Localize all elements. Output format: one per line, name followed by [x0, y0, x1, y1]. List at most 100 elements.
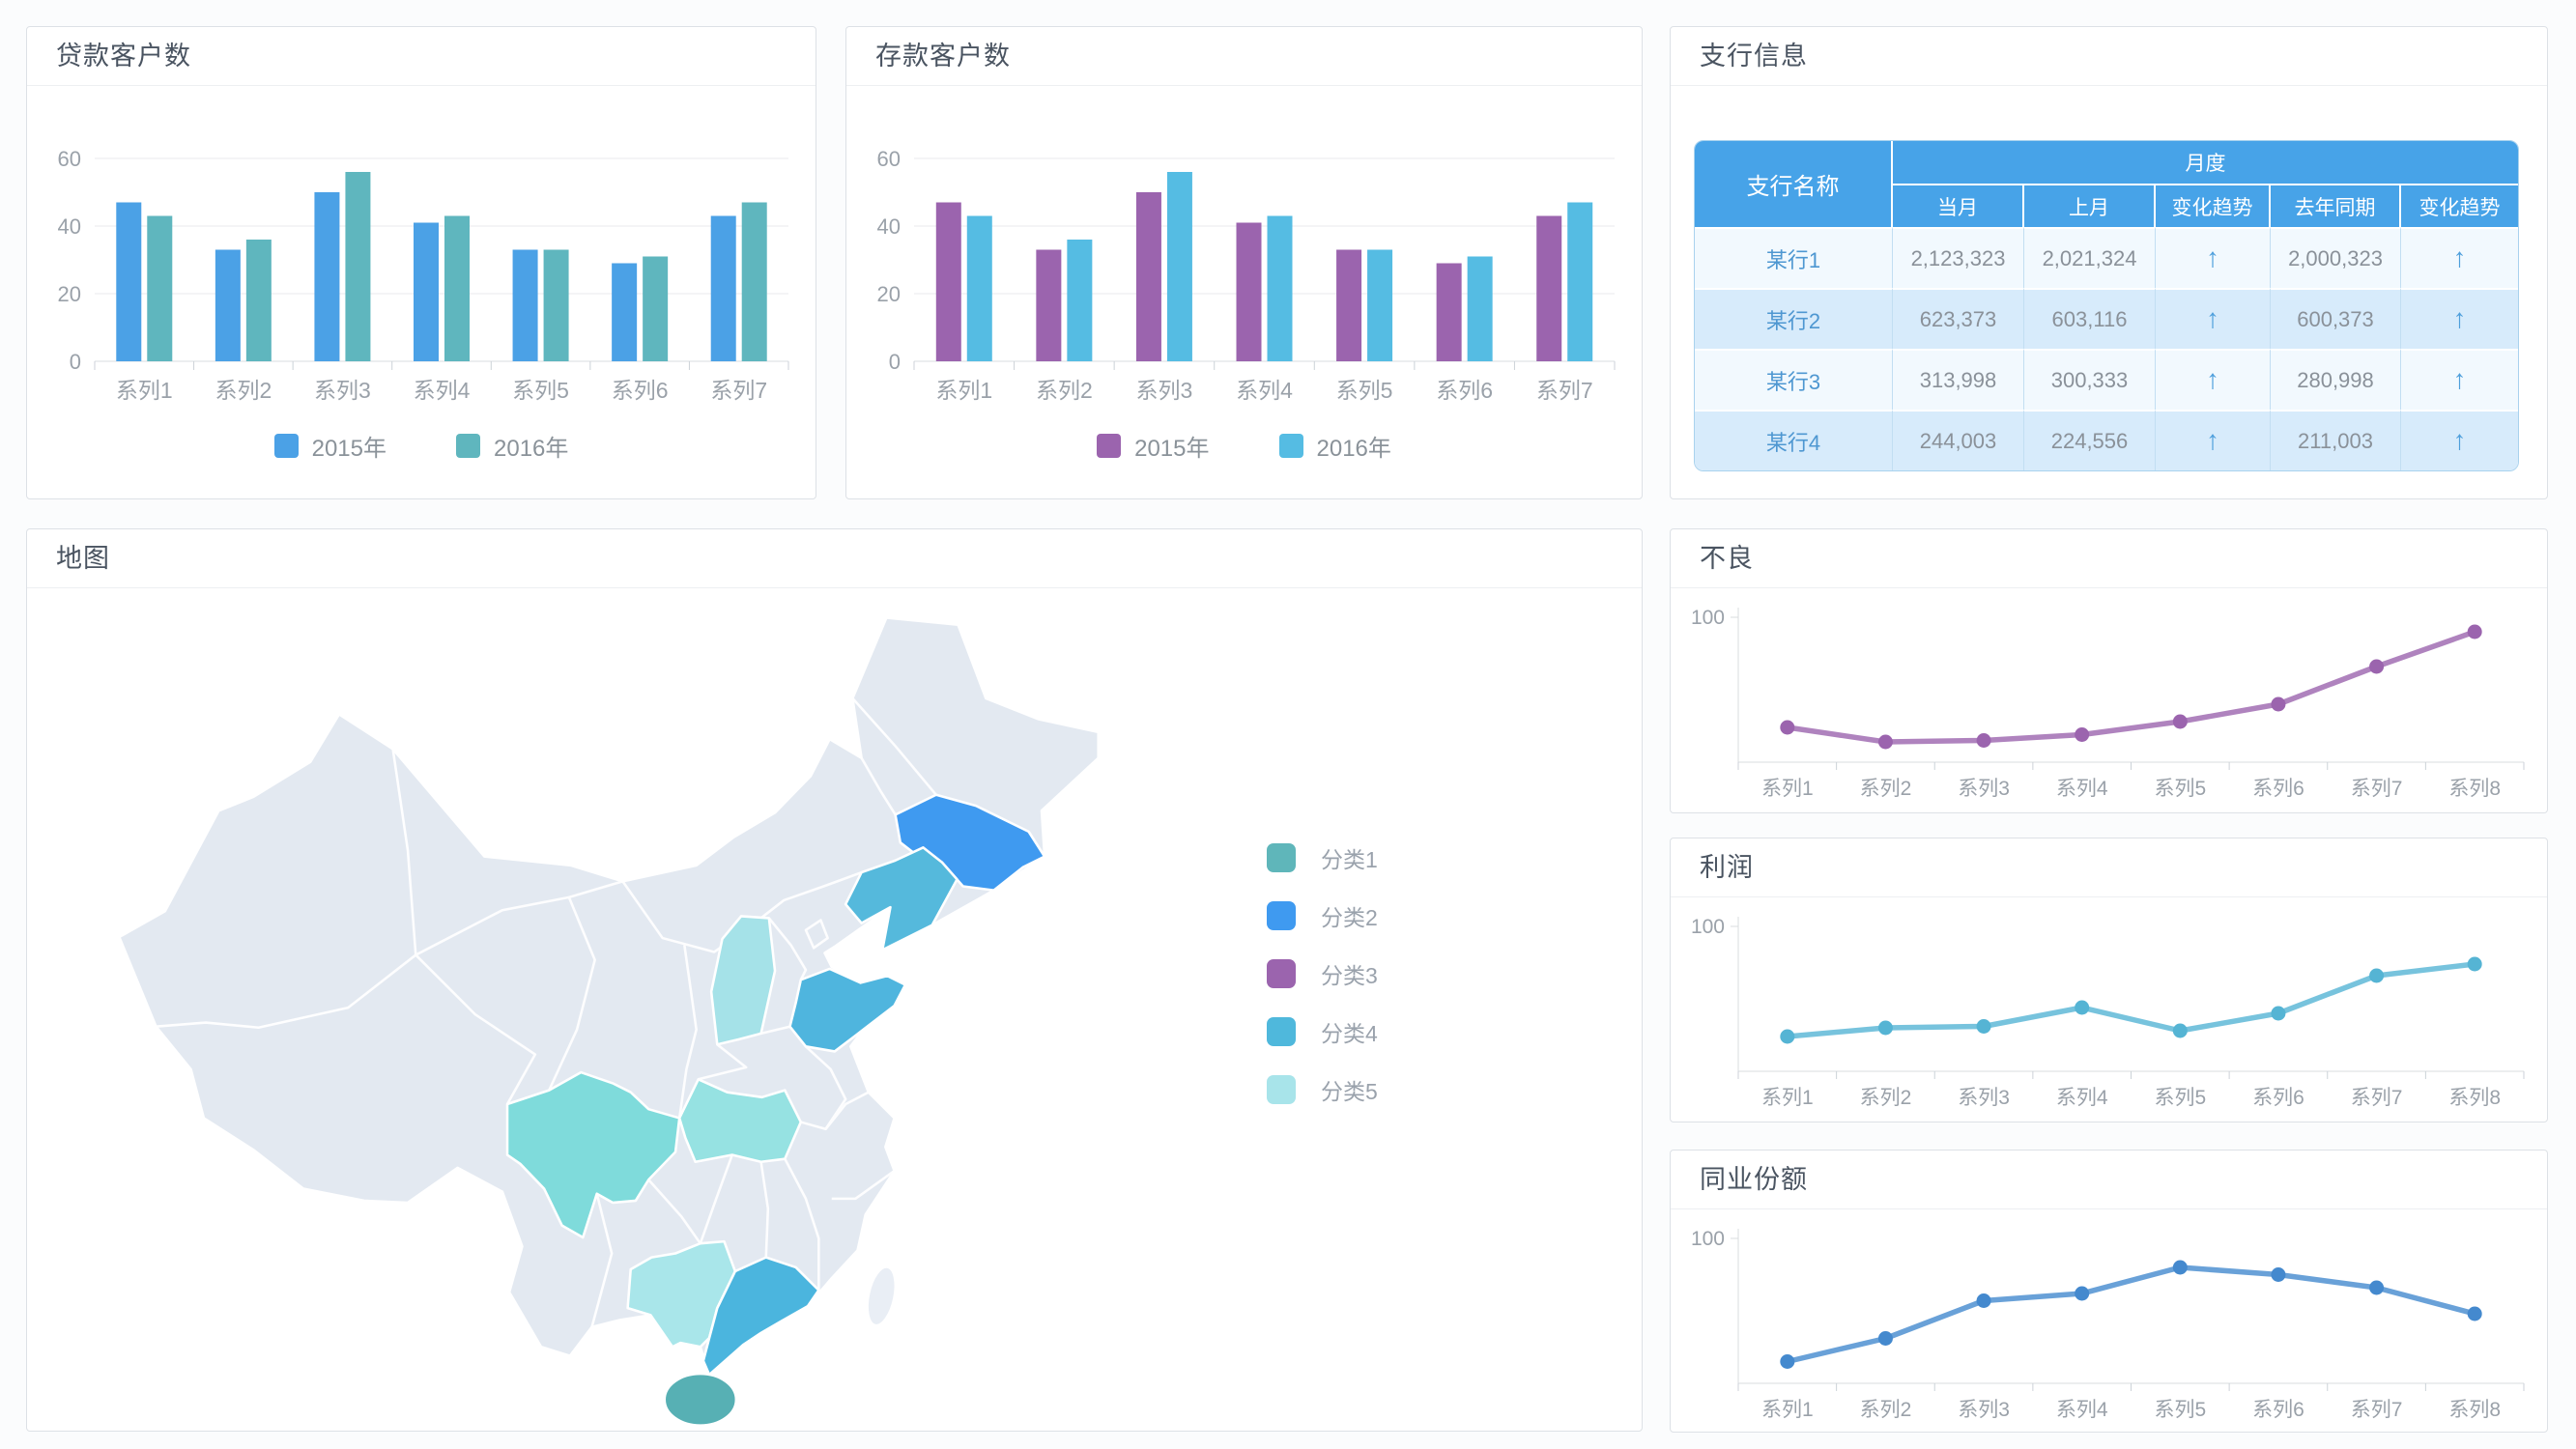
line-point-系列2[interactable]: [1877, 734, 1893, 750]
line-point-系列7[interactable]: [2369, 1280, 2385, 1295]
map-region-guangdong[interactable]: [701, 1256, 820, 1377]
x-axis-label: 系列4: [2056, 1087, 2108, 1109]
line-point-系列2[interactable]: [1877, 1331, 1893, 1346]
line-point-系列1[interactable]: [1780, 720, 1795, 735]
line-point-系列4[interactable]: [2075, 727, 2090, 742]
bar-系列3-2016年[interactable]: [345, 172, 371, 361]
trend-up-arrow-icon: ↑: [2206, 242, 2219, 272]
line-point-系列5[interactable]: [2172, 1260, 2188, 1275]
bar-系列1-2016年[interactable]: [147, 215, 173, 362]
bar-系列6-2016年[interactable]: [1467, 256, 1493, 362]
bar-系列2-2015年[interactable]: [215, 249, 241, 362]
bar-系列1-2016年[interactable]: [966, 215, 992, 362]
bar-系列5-2016年[interactable]: [543, 249, 569, 362]
bar-系列1-2015年[interactable]: [116, 202, 142, 362]
line-point-系列8[interactable]: [2467, 1306, 2482, 1321]
trend-cell: ↑: [2401, 288, 2518, 349]
x-axis-label: 系列6: [612, 378, 669, 403]
bar-系列3-2015年[interactable]: [314, 192, 340, 361]
bar-系列4-2015年[interactable]: [414, 222, 439, 362]
bar-系列5-2015年[interactable]: [1336, 249, 1362, 362]
map-legend-item-分类4[interactable]: 分类4: [1267, 1015, 1378, 1048]
map-legend-label: 分类4: [1321, 1021, 1378, 1046]
map-region-sichuan[interactable]: [505, 1070, 681, 1239]
line-point-系列6[interactable]: [2271, 1267, 2286, 1282]
value-cell: 600,373: [2271, 288, 2401, 349]
bar-系列5-2015年[interactable]: [512, 249, 538, 362]
value-cell: 244,003: [1893, 410, 2024, 470]
legend-item-2016年[interactable]: 2016年: [1278, 429, 1391, 463]
share-line-chart[interactable]: 100 系列1 系列2 系列3 系列4 系列5 系列6 系列7 系列8: [1671, 1209, 2547, 1435]
bar-系列2-2016年[interactable]: [1067, 240, 1093, 361]
bar-系列6-2015年[interactable]: [1436, 263, 1462, 362]
map-region-liaoning[interactable]: [844, 846, 959, 952]
map-region-taiwan: [866, 1265, 898, 1327]
bar-系列7-2016年[interactable]: [741, 202, 767, 362]
x-axis-label: 系列2: [1860, 1087, 1912, 1109]
npl-line-chart[interactable]: 100 系列1 系列2 系列3 系列4 系列5 系列6 系列7 系列8: [1671, 588, 2547, 813]
legend-item-2015年[interactable]: 2015年: [1097, 429, 1210, 463]
x-axis-label: 系列5: [1336, 378, 1393, 403]
legend-item-2015年[interactable]: 2015年: [273, 429, 386, 463]
y-axis-label: 100: [1691, 607, 1725, 629]
line-point-系列4[interactable]: [2075, 1286, 2090, 1301]
line-point-系列8[interactable]: [2467, 624, 2482, 639]
bar-系列4-2016年[interactable]: [444, 215, 470, 362]
x-axis-label: 系列1: [1761, 1087, 1814, 1109]
legend-item-2016年[interactable]: 2016年: [456, 429, 568, 463]
legend-swatch: [456, 434, 480, 458]
x-axis-label: 系列2: [1036, 378, 1093, 403]
bar-系列1-2015年[interactable]: [935, 202, 961, 362]
map-legend-item-分类3[interactable]: 分类3: [1267, 957, 1378, 990]
line-point-系列3[interactable]: [1976, 1293, 1991, 1308]
bar-系列4-2016年[interactable]: [1267, 215, 1293, 362]
x-axis-label: 系列5: [512, 378, 569, 403]
line-point-系列7[interactable]: [2369, 968, 2385, 983]
line-point-系列5[interactable]: [2172, 714, 2188, 729]
bar-系列7-2016年[interactable]: [1567, 202, 1593, 362]
map-region-hainan[interactable]: [663, 1372, 738, 1427]
legend-label: 2015年: [1134, 436, 1210, 462]
map-region-hubei[interactable]: [677, 1077, 803, 1164]
bar-系列3-2015年[interactable]: [1135, 192, 1161, 361]
value-cell: 313,998: [1893, 349, 2024, 410]
loan-bar-chart[interactable]: 0 20 40 60 系列1 系列2 系列3 系列4 系列5 系列6 系列7: [27, 86, 816, 419]
line-point-系列1[interactable]: [1780, 1029, 1795, 1044]
bar-系列7-2015年[interactable]: [1536, 215, 1562, 362]
bar-系列3-2016年[interactable]: [1166, 172, 1192, 361]
map-region-shanxi[interactable]: [709, 915, 777, 1046]
map-region-jilin[interactable]: [894, 793, 1046, 892]
map-legend-item-分类2[interactable]: 分类2: [1267, 899, 1378, 932]
x-axis-label: 系列7: [1536, 378, 1593, 403]
bar-系列2-2016年[interactable]: [245, 240, 272, 361]
line-point-系列4[interactable]: [2075, 1000, 2090, 1015]
line-point-系列3[interactable]: [1976, 733, 1991, 748]
bar-系列4-2015年[interactable]: [1236, 222, 1262, 362]
line-point-系列7[interactable]: [2369, 659, 2385, 674]
bar-系列7-2015年[interactable]: [710, 215, 736, 362]
line-point-系列6[interactable]: [2271, 696, 2286, 712]
line-point-系列5[interactable]: [2172, 1023, 2188, 1038]
bar-系列6-2015年[interactable]: [612, 263, 638, 362]
map-legend-label: 分类2: [1321, 905, 1378, 930]
bar-系列6-2016年[interactable]: [643, 256, 669, 362]
panel-title-branch: 支行信息: [1671, 27, 2547, 86]
x-axis-label: 系列3: [314, 378, 371, 403]
line-point-系列8[interactable]: [2467, 956, 2482, 972]
line-point-系列1[interactable]: [1780, 1354, 1795, 1369]
bar-系列2-2015年[interactable]: [1036, 249, 1062, 362]
line-point-系列3[interactable]: [1976, 1019, 1991, 1034]
profit-line-chart[interactable]: 100 系列1 系列2 系列3 系列4 系列5 系列6 系列7 系列8: [1671, 897, 2547, 1122]
line-point-系列6[interactable]: [2271, 1006, 2286, 1021]
col-subheader-1: 上月: [2024, 185, 2156, 227]
map-legend-item-分类1[interactable]: 分类1: [1267, 841, 1378, 874]
trend-cell: ↑: [2156, 349, 2271, 410]
line-point-系列2[interactable]: [1877, 1020, 1893, 1036]
deposit-bar-chart[interactable]: 0 20 40 60 系列1 系列2 系列3 系列4 系列5 系列6 系列7: [846, 86, 1642, 419]
map-region-shandong[interactable]: [788, 967, 907, 1053]
china-map[interactable]: [109, 602, 1104, 1437]
panel-profit: 利润 100 系列1 系列2 系列3 系列4 系列5 系列6 系列7 系列8: [1670, 838, 2548, 1122]
line-series: [1785, 629, 2477, 745]
map-legend-item-分类5[interactable]: 分类5: [1267, 1073, 1378, 1106]
bar-系列5-2016年[interactable]: [1367, 249, 1393, 362]
